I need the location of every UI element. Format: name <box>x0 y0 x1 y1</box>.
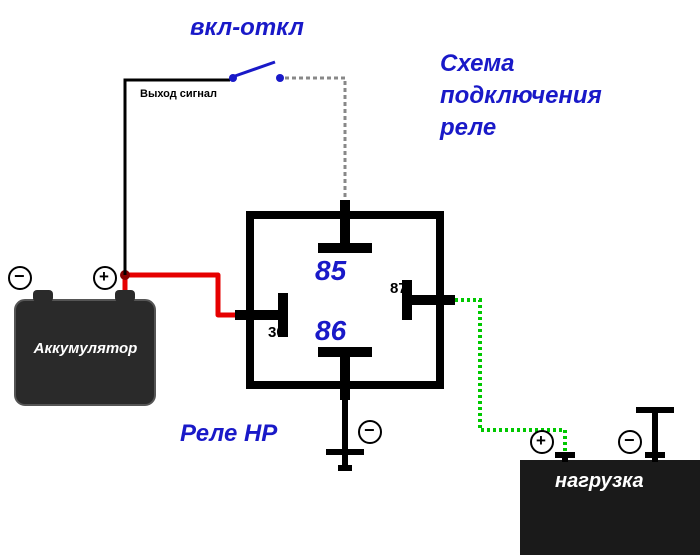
battery-label: Аккумулятор <box>28 340 143 357</box>
switch-lever <box>235 62 275 76</box>
signal-out-label: Выход сигнал <box>140 88 217 100</box>
wire-green-dashed <box>455 300 565 455</box>
relay-name-label: Реле НР <box>180 420 277 448</box>
pin86-label: 86 <box>315 315 346 347</box>
load-plus: + <box>536 431 546 451</box>
wire-signal <box>125 80 230 275</box>
battery-minus: − <box>14 266 25 287</box>
pin30-label: 30 <box>268 324 285 341</box>
wire-gray-dashed <box>285 78 345 200</box>
pin85-label: 85 <box>315 255 346 287</box>
load-label: нагрузка <box>555 470 644 493</box>
relay-ground-minus: − <box>364 420 375 441</box>
pin87-label: 87 <box>390 280 407 297</box>
title-line3: реле <box>440 114 496 142</box>
switch-label: вкл-откл <box>190 14 304 42</box>
title-line1: Схема <box>440 50 515 78</box>
load-minus: − <box>624 430 635 451</box>
schematic-canvas: вкл-откл Схема подключения реле Выход си… <box>0 0 700 555</box>
title-line2: подключения <box>440 82 602 110</box>
battery-plus: + <box>99 267 109 287</box>
